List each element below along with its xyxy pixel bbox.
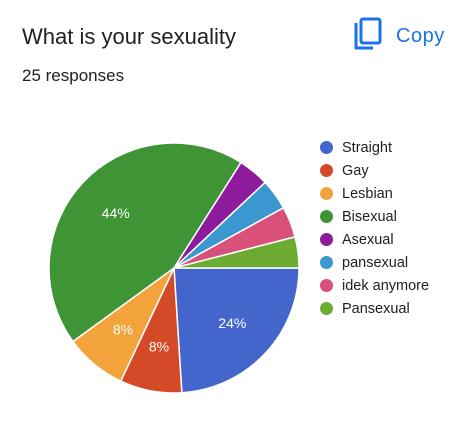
legend-label: pansexual: [342, 254, 409, 271]
legend-item-asexual-4[interactable]: Asexual: [320, 228, 429, 251]
slice-label-bisexual-3: 44%: [102, 205, 130, 221]
legend-swatch: [320, 256, 333, 269]
chart-title: What is your sexuality: [22, 24, 236, 49]
slice-label-lesbian-2: 8%: [113, 322, 133, 338]
legend-swatch: [320, 187, 333, 200]
slice-label-straight-0: 24%: [218, 315, 246, 331]
legend-item-pansexual-7[interactable]: Pansexual: [320, 297, 429, 320]
legend-label: idek anymore: [342, 277, 430, 294]
pie-slice-bisexual-3[interactable]: [48, 142, 242, 343]
legend-swatch: [320, 210, 333, 223]
legend-label: Bisexual: [342, 208, 397, 225]
legend-label: Lesbian: [342, 185, 393, 202]
copy-label: Copy: [396, 24, 445, 47]
legend-item-pansexual-5[interactable]: pansexual: [320, 251, 429, 274]
pie-slice-pansexual-7[interactable]: [173, 236, 300, 269]
legend-item-bisexual-3[interactable]: Bisexual: [320, 205, 429, 228]
legend-label: Asexual: [342, 231, 394, 248]
copy-icon: [352, 17, 382, 55]
legend-swatch: [320, 141, 333, 154]
legend-item-idek-anymore-6[interactable]: idek anymore: [320, 274, 429, 297]
legend-label: Pansexual: [342, 300, 410, 317]
slice-label-gay-1: 8%: [149, 339, 169, 355]
legend-item-gay-1[interactable]: Gay: [320, 159, 429, 182]
response-count: 25 responses: [22, 66, 125, 85]
pie-slice-straight-0[interactable]: [173, 267, 300, 394]
legend-label: Gay: [342, 162, 369, 179]
chart-legend: Straight Gay Lesbian Bisexual Asexual pansexu…: [320, 136, 429, 320]
legend-item-lesbian-2[interactable]: Lesbian: [320, 182, 429, 205]
legend-swatch: [320, 302, 333, 315]
legend-label: Straight: [342, 139, 392, 156]
legend-swatch: [320, 233, 333, 246]
legend-swatch: [320, 279, 333, 292]
copy-button[interactable]: Copy: [352, 14, 445, 58]
legend-swatch: [320, 164, 333, 177]
legend-item-straight-0[interactable]: Straight: [320, 136, 429, 159]
